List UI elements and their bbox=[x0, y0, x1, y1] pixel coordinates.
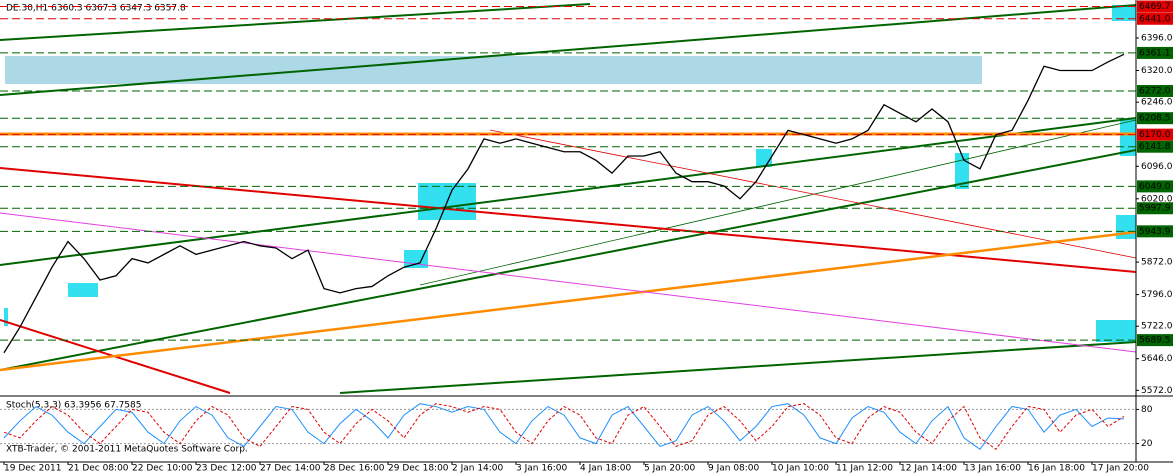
level-label-box bbox=[1137, 225, 1173, 238]
x-tick-label: 29 Dec 18:00 bbox=[388, 464, 449, 474]
y-tick-label: 5796.0 bbox=[1141, 290, 1173, 300]
x-tick-label: 12 Jan 14:00 bbox=[900, 464, 957, 474]
y-tick-label: 6396.0 bbox=[1141, 34, 1173, 44]
drawings bbox=[0, 0, 1173, 463]
trend-lines bbox=[0, 3, 1137, 394]
y-tick-label: 80 bbox=[1141, 405, 1153, 415]
x-tick-label: 17 Jan 20:00 bbox=[1092, 464, 1149, 474]
indicator-title: Stoch(5,3,3) 63.3956 67.7585 bbox=[6, 401, 141, 411]
level-label: 5689.5 bbox=[1139, 336, 1171, 346]
level-label: 5997.9 bbox=[1139, 204, 1171, 214]
series-line bbox=[3, 403, 1125, 450]
y-tick-label: 20 bbox=[1141, 439, 1153, 449]
level-label-box bbox=[1137, 12, 1173, 25]
y-tick-label: 5646.0 bbox=[1141, 354, 1173, 364]
series-line bbox=[3, 53, 1125, 354]
y-tick-label: 5572.0 bbox=[1141, 386, 1173, 396]
x-tick-label: 16 Jan 18:00 bbox=[1028, 464, 1085, 474]
level-label: 6272.0 bbox=[1139, 87, 1171, 97]
level-label: 6441.0 bbox=[1139, 14, 1171, 24]
level-label: 6361.1 bbox=[1139, 48, 1171, 58]
level-label-box bbox=[1137, 140, 1173, 153]
x-tick-label: 11 Jan 12:00 bbox=[836, 464, 893, 474]
x-tick-label: 23 Dec 12:00 bbox=[196, 464, 257, 474]
x-tick-label: 3 Jan 16:00 bbox=[516, 464, 568, 474]
zone bbox=[5, 56, 982, 84]
level-label: 5943.9 bbox=[1139, 227, 1171, 237]
x-tick-label: 5 Jan 20:00 bbox=[644, 464, 696, 474]
level-label-box bbox=[1137, 85, 1173, 98]
x-tick-label: 27 Dec 14:00 bbox=[260, 464, 321, 474]
x-tick-label: 13 Jan 16:00 bbox=[964, 464, 1021, 474]
x-tick-label: 19 Dec 2011 bbox=[4, 464, 62, 474]
level-label: 6208.5 bbox=[1139, 114, 1171, 124]
y-tick-label: 6020.0 bbox=[1141, 194, 1173, 204]
y-tick-label: 6320.0 bbox=[1141, 66, 1173, 76]
level-label-box bbox=[1137, 0, 1173, 13]
x-tick-label: 2 Jan 14:00 bbox=[452, 464, 504, 474]
chart-title: DE.30,H1 6360.3 6367.3 6347.3 6357.8 bbox=[6, 4, 186, 14]
y-tick-label: 5872.0 bbox=[1141, 258, 1173, 268]
level-label-box bbox=[1137, 128, 1173, 141]
x-tick-label: 9 Jan 08:00 bbox=[708, 464, 760, 474]
level-label: 6469.7 bbox=[1139, 2, 1171, 12]
level-label: 6141.8 bbox=[1139, 142, 1171, 152]
level-label: 6170.0 bbox=[1139, 130, 1171, 140]
level-label-box bbox=[1137, 180, 1173, 193]
x-tick-label: 22 Dec 10:00 bbox=[132, 464, 193, 474]
x-tick-label: 21 Dec 08:00 bbox=[68, 464, 129, 474]
level-label: 6049.0 bbox=[1139, 182, 1171, 192]
x-tick-label: 4 Jan 18:00 bbox=[580, 464, 632, 474]
level-label-box bbox=[1137, 112, 1173, 125]
y-tick-label: 5722.0 bbox=[1141, 322, 1173, 332]
y-tick-label: 6096.0 bbox=[1141, 162, 1173, 172]
x-tick-label: 10 Jan 10:00 bbox=[772, 464, 829, 474]
level-label-box bbox=[1137, 46, 1173, 59]
x-tick-label: 28 Dec 16:00 bbox=[324, 464, 385, 474]
level-label-box bbox=[1137, 202, 1173, 215]
level-label-box bbox=[1137, 334, 1173, 347]
series-line bbox=[3, 403, 1125, 450]
y-tick-label: 6246.0 bbox=[1141, 98, 1173, 108]
copyright: XTB-Trader, © 2001-2011 MetaQuotes Softw… bbox=[6, 445, 248, 455]
